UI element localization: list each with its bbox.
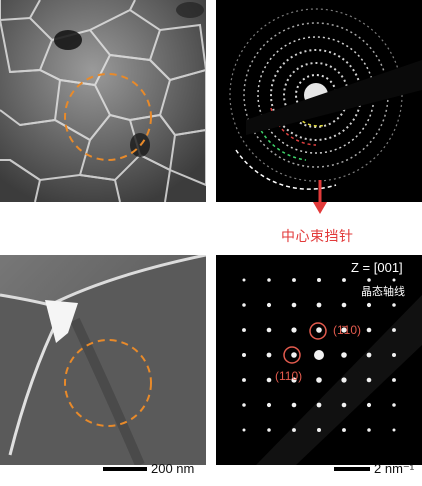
diffraction-spot — [367, 278, 371, 282]
miller-index-label: (1̄10) — [333, 323, 362, 337]
diffraction-spot — [266, 327, 272, 333]
diffraction-spot — [266, 352, 272, 358]
diffraction-spot — [266, 402, 272, 408]
arrow-down-icon — [313, 180, 327, 214]
diffraction-spot — [341, 352, 347, 358]
diffraction-spot — [292, 428, 296, 432]
scale-bar-left: 200 nm — [103, 461, 194, 476]
diffraction-spot — [316, 377, 322, 383]
diffraction-spot — [292, 278, 296, 282]
beam-stop-label: 中心束挡针 — [281, 228, 354, 244]
diffraction-spot — [366, 352, 372, 358]
diffraction-spot — [291, 302, 297, 308]
diffraction-spot — [392, 303, 396, 307]
polycrystal-tem-image — [0, 0, 206, 202]
miller-index-label: (110) — [275, 369, 303, 383]
diffraction-spot — [242, 328, 246, 332]
single-grain-tem-image — [0, 255, 206, 465]
scale-bar-line — [334, 467, 370, 471]
diffraction-spot — [392, 378, 396, 382]
selected-area-circle — [64, 73, 152, 161]
diffraction-spot — [291, 402, 297, 408]
diffraction-spot — [367, 428, 371, 432]
diffraction-spot — [366, 302, 372, 308]
diffraction-spot — [317, 278, 321, 282]
diffraction-spot — [366, 402, 372, 408]
scale-bar-right: 2 nm⁻¹ — [334, 461, 414, 477]
diffraction-spot — [316, 402, 322, 408]
diffraction-spot — [267, 278, 271, 282]
diffraction-spot — [392, 328, 396, 332]
diffraction-spot — [242, 378, 246, 382]
diffraction-spot — [291, 377, 297, 383]
zone-axis-label: Z = [001] — [351, 260, 403, 275]
diffraction-spot — [341, 302, 347, 308]
diffraction-spot — [291, 352, 297, 358]
ring-diffraction-pattern — [216, 0, 422, 202]
diffraction-spot — [316, 327, 322, 333]
scale-bar-line — [103, 466, 147, 471]
diffraction-spot — [242, 428, 246, 432]
diffraction-spot — [366, 327, 372, 333]
diffraction-spot — [267, 428, 271, 432]
diffraction-spot — [317, 428, 321, 432]
beam-stop — [246, 60, 422, 135]
diffraction-spot — [341, 402, 347, 408]
diffraction-spot — [314, 350, 324, 360]
diffraction-spot — [366, 377, 372, 383]
diffraction-spot — [291, 327, 297, 333]
diffraction-spot — [341, 377, 347, 383]
diffraction-spot — [392, 403, 396, 407]
diffraction-spot — [242, 353, 246, 357]
diffraction-spot — [242, 403, 246, 407]
selected-area-circle-2 — [64, 339, 152, 427]
diffraction-spot — [342, 428, 346, 432]
diffraction-spot — [392, 428, 396, 432]
diffraction-spot — [242, 278, 246, 282]
diffraction-spot — [266, 302, 272, 308]
diffraction-spot — [242, 303, 246, 307]
diffraction-spot — [392, 353, 396, 357]
diffraction-spot — [342, 278, 346, 282]
zone-axis-cn-label: 晶态轴线 — [361, 286, 405, 298]
scale-bar-label: 200 nm — [151, 461, 195, 476]
spot-diffraction-pattern — [216, 255, 422, 465]
diffraction-spot — [392, 278, 396, 282]
scale-bar-label: 2 nm⁻¹ — [374, 461, 415, 476]
diffraction-spot — [266, 377, 272, 383]
diffraction-spot — [316, 302, 322, 308]
diffraction-spot — [341, 327, 347, 333]
